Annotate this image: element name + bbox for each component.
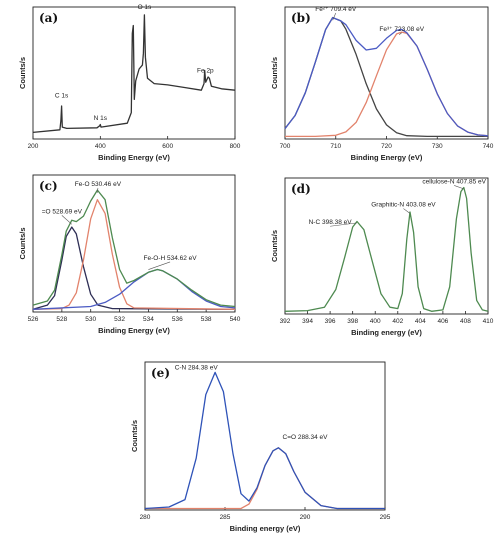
x-tick-label: 398 (347, 318, 358, 325)
series-line-4 (32, 189, 236, 308)
peak-annotation: C=O 288.34 eV (283, 434, 329, 441)
x-axis-label: Binding Energy (eV) (98, 326, 170, 335)
annotation-arrow (97, 187, 99, 193)
x-axis-label: Binding energy (eV) (351, 328, 422, 337)
peak-annotation: Fe-O 530.46 eV (75, 181, 122, 188)
chart-panel-1: 200 400 600 800 Binding Energy (eV) Counts/s (… (18, 4, 241, 162)
plot-frame (32, 174, 236, 313)
x-tick-label: 710 (330, 143, 341, 150)
peak-annotation: N 1s (94, 115, 108, 122)
series-line-2 (32, 199, 236, 310)
plot-frame (144, 361, 386, 511)
y-axis-label: Counts/s (270, 57, 279, 89)
series-line-1 (284, 16, 488, 138)
series-line-1 (32, 14, 236, 134)
peak-annotation: cellulose-N 407.85 eV (422, 178, 486, 185)
x-axis-label: Binding Energy (eV) (98, 153, 170, 162)
y-axis-label: Counts/s (18, 227, 27, 259)
peak-annotation: N-C 398.38 eV (309, 219, 353, 226)
series-line-1 (32, 226, 236, 310)
panel-label: (d) (291, 182, 311, 196)
chart-panel-4: 392 394 396 398 400 402 404 406 408 410 Binding en… (270, 177, 494, 337)
x-tick-label: 538 (201, 316, 212, 323)
series-line-2 (144, 371, 385, 510)
x-tick-label: 526 (28, 316, 39, 323)
x-tick-label: 200 (28, 143, 39, 150)
x-tick-label: 730 (432, 143, 443, 150)
series-line-1 (284, 186, 489, 312)
annotation-arrow (403, 208, 411, 214)
x-axis-label: Binding Energy (eV) (351, 153, 423, 162)
x-tick-label: 700 (280, 143, 291, 150)
x-tick-label: 530 (85, 316, 96, 323)
series-line-2 (285, 31, 489, 138)
annotation-arrow (148, 261, 171, 270)
y-axis-label: Counts/s (130, 420, 139, 452)
x-tick-label: 290 (300, 514, 311, 521)
chart-panel-5: 280 285 290 295 Binding energy (eV) Counts/s (… (130, 361, 391, 533)
peak-annotation: Fe²⁺ 709.4 eV (315, 6, 357, 13)
chart-panel-3: 526 528 530 532 534 536 538 540 Binding Energy (… (18, 174, 241, 335)
annotation-arrow (61, 215, 73, 225)
plot-frame (284, 177, 489, 315)
x-tick-label: 408 (460, 318, 471, 325)
y-axis-label: Counts/s (18, 57, 27, 89)
peak-annotation: O 1s (138, 4, 152, 11)
x-tick-label: 800 (230, 143, 241, 150)
x-tick-label: 536 (172, 316, 183, 323)
peak-annotation: Fe 2p (197, 67, 214, 74)
series-line-3 (284, 16, 489, 137)
x-tick-label: 410 (483, 318, 494, 325)
y-axis-label: Counts/s (270, 230, 279, 262)
series-line-1 (145, 447, 385, 510)
peak-annotation: C 1s (55, 92, 69, 99)
x-tick-label: 392 (280, 318, 291, 325)
x-tick-label: 600 (162, 143, 173, 150)
x-tick-label: 394 (302, 318, 313, 325)
x-tick-label: 400 (370, 318, 381, 325)
x-tick-label: 740 (483, 143, 494, 150)
x-tick-label: 295 (380, 514, 391, 521)
annotation-arrow (399, 32, 402, 35)
x-axis-label: Binding energy (eV) (230, 524, 301, 533)
peak-annotation: Fe-O-H 534.62 eV (144, 255, 198, 262)
peak-annotation: =O 528.69 eV (42, 208, 83, 215)
x-tick-label: 534 (143, 316, 154, 323)
x-tick-label: 404 (415, 318, 426, 325)
annotation-arrow (330, 222, 357, 227)
panel-label: (b) (291, 11, 311, 25)
peak-annotation: C-N 284.38 eV (175, 364, 219, 371)
x-tick-label: 402 (392, 318, 403, 325)
annotation-arrow (332, 12, 337, 21)
x-tick-label: 720 (381, 143, 392, 150)
x-tick-label: 285 (220, 514, 231, 521)
panel-label: (e) (151, 366, 170, 380)
x-tick-label: 400 (95, 143, 106, 150)
panel-label: (c) (39, 179, 58, 193)
panel-label: (a) (39, 11, 58, 25)
series-line-3 (32, 268, 236, 310)
x-tick-label: 532 (114, 316, 125, 323)
x-tick-label: 406 (437, 318, 448, 325)
peak-annotation: Graphitic-N 403.08 eV (371, 202, 436, 209)
peak-annotation: Fe³⁺ 723.08 eV (379, 26, 424, 33)
chart-panel-2: 700 710 720 730 740 Binding Energy (eV) Counts… (270, 6, 494, 162)
plot-frame (32, 6, 236, 140)
x-tick-label: 280 (140, 514, 151, 521)
x-tick-label: 528 (56, 316, 67, 323)
annotation-arrow (454, 185, 464, 190)
x-tick-label: 396 (325, 318, 336, 325)
x-tick-label: 540 (230, 316, 241, 323)
